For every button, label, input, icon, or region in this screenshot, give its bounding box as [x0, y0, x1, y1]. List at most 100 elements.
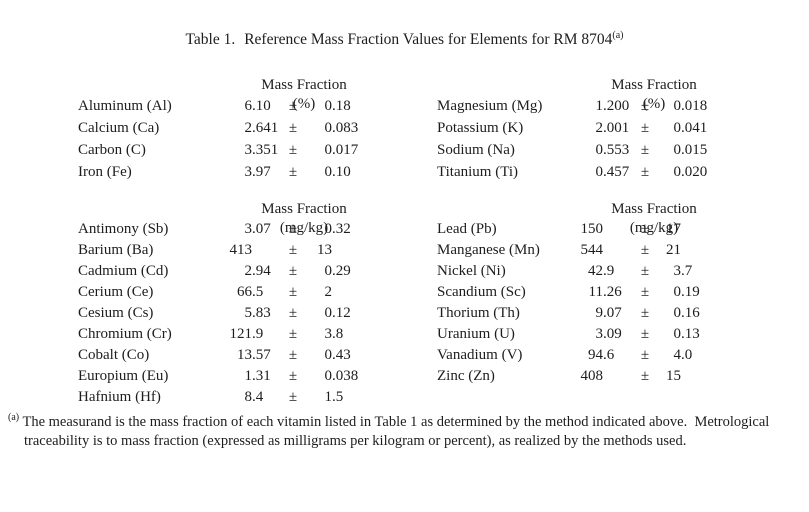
plus-minus: ± [640, 142, 650, 158]
element-name: Zinc (Zn) [437, 368, 495, 384]
element-name: Uranium (U) [437, 326, 515, 342]
value-int: 0 [595, 142, 604, 158]
element-name: Antimony (Sb) [78, 221, 169, 237]
value-int: 11 [588, 284, 603, 300]
value-frac: .553 [603, 142, 630, 158]
uncertainty-frac [681, 242, 741, 263]
uncertainty-int: 0 [673, 305, 682, 321]
element-name: Cesium (Cs) [78, 305, 154, 321]
value-int: 9 [595, 305, 604, 321]
plus-minus: ± [288, 142, 298, 158]
value-frac: .97 [252, 164, 271, 180]
table-title-label: Table 1. [185, 31, 236, 48]
header-name: Mass Fraction [261, 201, 347, 217]
uncertainty-int: 0 [324, 263, 333, 279]
plus-minus: ± [288, 284, 298, 300]
plus-minus: ± [288, 389, 298, 405]
plus-minus: ± [640, 284, 650, 300]
uncertainty-int: 0 [324, 142, 333, 158]
uncertainty-frac: .16 [681, 305, 700, 321]
value-frac [603, 221, 633, 242]
value-int: 8 [244, 389, 253, 405]
value-frac: .9 [603, 263, 615, 279]
plus-minus: ± [288, 120, 298, 136]
value-int: 1 [595, 98, 604, 114]
uncertainty-int: 0 [673, 142, 682, 158]
uncertainty-frac [681, 221, 741, 242]
footnote-line: traceability is to mass fraction (expres… [8, 432, 809, 451]
element-name: Cobalt (Co) [78, 347, 150, 363]
uncertainty-frac: .041 [681, 120, 708, 136]
value-frac: .83 [252, 305, 271, 321]
uncertainty-int: 3 [673, 263, 682, 279]
plus-minus: ± [640, 263, 650, 279]
header-unit: (mg/kg) [279, 220, 329, 236]
mass-fraction-header: Mass Fraction (mg/kg) [567, 200, 741, 236]
uncertainty-int: 0 [324, 221, 333, 237]
element-name: Titanium (Ti) [437, 164, 519, 180]
value-int: 544 [580, 242, 604, 258]
plus-minus: ± [640, 164, 650, 180]
element-name: Potassium (K) [437, 120, 524, 136]
uncertainty-frac: .43 [332, 347, 351, 363]
value-frac: .4 [252, 389, 264, 405]
element-name: Cadmium (Cd) [78, 263, 169, 279]
uncertainty-frac: .5 [332, 389, 344, 405]
value-int: 3 [244, 221, 253, 237]
header-unit: (%) [642, 96, 666, 112]
value-int: 3 [595, 326, 604, 342]
plus-minus: ± [288, 263, 298, 279]
plus-minus: ± [288, 368, 298, 384]
element-name: Hafnium (Hf) [78, 389, 161, 405]
uncertainty-frac [332, 242, 390, 263]
uncertainty-int: 0 [673, 326, 682, 342]
plus-minus: ± [640, 242, 650, 258]
table-title: Table 1. Reference Mass Fraction Values f… [0, 0, 809, 50]
plus-minus: ± [288, 221, 298, 237]
uncertainty-int: 0 [673, 120, 682, 136]
uncertainty-frac: .18 [332, 98, 351, 114]
value-int: 6 [244, 98, 253, 114]
uncertainty-frac: .018 [681, 98, 708, 114]
value-frac: .200 [603, 98, 630, 114]
uncertainty-int: 1 [324, 389, 333, 405]
uncertainty-frac: .13 [681, 326, 700, 342]
element-name: Thorium (Th) [437, 305, 520, 321]
section-mass-fraction-percent: Mass Fraction (%) Aluminum (Al) 6 .10 ± … [0, 76, 809, 186]
footnote-marker: (a) [8, 412, 20, 424]
uncertainty-frac: .10 [332, 164, 351, 180]
uncertainty-frac: .12 [332, 305, 351, 321]
value-int: 3 [244, 164, 253, 180]
plus-minus: ± [288, 242, 298, 258]
value-frac: .31 [252, 368, 271, 384]
value-int: 0 [595, 164, 604, 180]
mass-fraction-header: Mass Fraction (mg/kg) [218, 200, 390, 236]
uncertainty-int: 0 [324, 98, 333, 114]
header-name: Mass Fraction [611, 201, 697, 217]
plus-minus: ± [288, 347, 298, 363]
header-name: Mass Fraction [611, 77, 697, 93]
value-int: 413 [229, 242, 253, 258]
plus-minus: ± [640, 120, 650, 136]
uncertainty-int: 13 [317, 242, 332, 258]
uncertainty-frac: .8 [332, 326, 344, 342]
uncertainty-int: 0 [324, 305, 333, 321]
plus-minus: ± [288, 305, 298, 321]
element-name: Lead (Pb) [437, 221, 497, 237]
value-int: 42 [588, 263, 603, 279]
header-unit: (%) [292, 96, 316, 112]
value-frac: .26 [603, 284, 622, 300]
plus-minus: ± [640, 305, 650, 321]
value-frac [252, 242, 280, 263]
plus-minus: ± [288, 98, 298, 114]
value-int: 66 [237, 284, 252, 300]
uncertainty-frac [681, 368, 741, 389]
value-int: 2 [244, 120, 253, 136]
value-int: 408 [580, 368, 604, 384]
uncertainty-int: 4 [673, 347, 682, 363]
value-frac [603, 368, 633, 389]
uncertainty-frac: .29 [332, 263, 351, 279]
header-name: Mass Fraction [261, 77, 347, 93]
element-name: Magnesium (Mg) [437, 98, 543, 114]
uncertainty-int: 0 [673, 284, 682, 300]
